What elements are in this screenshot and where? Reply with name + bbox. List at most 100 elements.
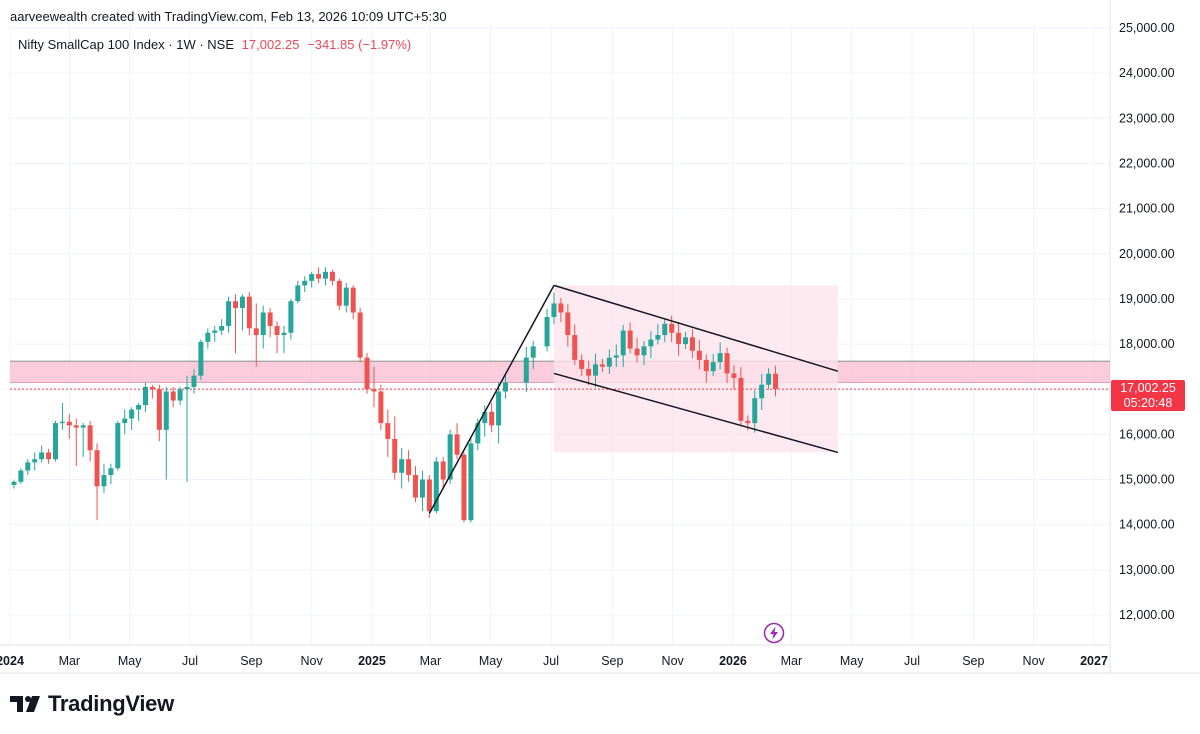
candle-body bbox=[177, 389, 183, 401]
candle-body bbox=[329, 271, 335, 281]
last-price-value: 17,002.25 bbox=[241, 37, 300, 52]
candle-body bbox=[253, 328, 259, 336]
price-tick-label: 21,000.00 bbox=[1119, 202, 1175, 216]
candle-body bbox=[226, 301, 232, 327]
candle-body bbox=[551, 303, 557, 317]
candle-body bbox=[136, 405, 142, 410]
candle-body bbox=[115, 423, 121, 469]
candle-body bbox=[468, 443, 474, 521]
candle-body bbox=[302, 280, 308, 286]
candle-body bbox=[710, 362, 716, 372]
time-tick-label: Jul bbox=[543, 654, 559, 668]
candle-body bbox=[565, 312, 571, 336]
candle-body bbox=[378, 391, 384, 424]
last-price-label: 17,002.25 05:20:48 bbox=[1111, 380, 1185, 411]
candle-body bbox=[440, 461, 446, 480]
candle-body bbox=[433, 461, 439, 512]
candle-body bbox=[323, 271, 329, 279]
bar-countdown: 05:20:48 bbox=[1123, 396, 1173, 410]
time-tick-label: Mar bbox=[781, 654, 803, 668]
candle-body bbox=[239, 296, 245, 308]
candles-layer bbox=[11, 267, 779, 523]
candle-body bbox=[503, 382, 509, 392]
candle-body bbox=[281, 332, 287, 336]
candle-body bbox=[39, 452, 45, 460]
price-axis[interactable]: 12,000.00 13,000.00 14,000.00 15,000.00 16,0… bbox=[1119, 21, 1175, 622]
candle-body bbox=[267, 312, 273, 327]
candle-body bbox=[406, 459, 412, 476]
candle-body bbox=[593, 364, 599, 376]
candle-body bbox=[87, 425, 93, 451]
candle-body bbox=[219, 326, 225, 331]
candle-body bbox=[641, 346, 647, 356]
candle-body bbox=[676, 332, 682, 345]
candle-body bbox=[447, 434, 453, 480]
candle-body bbox=[122, 418, 128, 424]
candle-body bbox=[25, 462, 31, 471]
time-tick-label: Nov bbox=[662, 654, 685, 668]
candle-body bbox=[696, 350, 702, 360]
candle-body bbox=[655, 335, 661, 340]
time-tick-label: Sep bbox=[601, 654, 623, 668]
time-tick-label: 2025 bbox=[358, 654, 386, 668]
candle-body bbox=[149, 386, 155, 390]
candle-body bbox=[73, 425, 79, 428]
price-tick-label: 16,000.00 bbox=[1119, 427, 1175, 441]
candle-body bbox=[260, 312, 266, 336]
candle-body bbox=[419, 479, 425, 498]
candle-body bbox=[212, 330, 218, 333]
candle-body bbox=[385, 423, 391, 439]
time-tick-label: Jul bbox=[904, 654, 920, 668]
time-tick-label: Nov bbox=[1023, 654, 1046, 668]
candle-body bbox=[717, 353, 723, 363]
candle-body bbox=[399, 459, 405, 473]
candle-body bbox=[46, 452, 52, 460]
candle-body bbox=[606, 357, 612, 367]
last-price-tag-value: 17,002.25 bbox=[1120, 381, 1176, 395]
price-tick-label: 25,000.00 bbox=[1119, 21, 1175, 35]
lightning-bolt-icon[interactable] bbox=[763, 622, 785, 644]
candle-body bbox=[475, 423, 481, 444]
candle-body bbox=[530, 346, 536, 358]
candle-body bbox=[773, 373, 779, 390]
candle-body bbox=[579, 359, 585, 369]
channel-lower-line bbox=[553, 372, 839, 454]
candle-body bbox=[662, 323, 668, 336]
time-tick-label: Mar bbox=[420, 654, 442, 668]
candle-body bbox=[371, 389, 377, 392]
candle-body bbox=[336, 280, 342, 306]
channel-upper-line bbox=[553, 284, 839, 372]
candle-body bbox=[94, 450, 100, 487]
candle-body bbox=[184, 386, 190, 390]
candle-body bbox=[170, 391, 176, 401]
trendlines-layer bbox=[428, 284, 839, 514]
candle-body bbox=[731, 373, 737, 378]
candle-body bbox=[558, 303, 564, 313]
price-tick-label: 15,000.00 bbox=[1119, 473, 1175, 487]
candle-body bbox=[288, 301, 294, 333]
candle-body bbox=[66, 421, 72, 426]
time-tick-label: 2026 bbox=[719, 654, 747, 668]
time-tick-label: 2024 bbox=[0, 654, 24, 668]
candle-body bbox=[108, 468, 114, 476]
candle-body bbox=[143, 386, 148, 406]
price-tick-label: 20,000.00 bbox=[1119, 247, 1175, 261]
tradingview-brand[interactable]: TradingView bbox=[10, 691, 174, 717]
time-axis[interactable]: 2024 Mar May Jul Sep Nov 2025 Mar May Jul Sep Nov 20… bbox=[0, 654, 1108, 668]
candle-body bbox=[683, 337, 689, 345]
time-tick-label: Jul bbox=[182, 654, 198, 668]
candle-body bbox=[586, 368, 592, 376]
candle-body bbox=[350, 287, 356, 313]
candle-body bbox=[101, 475, 107, 487]
symbol-legend[interactable]: Nifty SmallCap 100 Index · 1W · NSE 17,0… bbox=[18, 37, 411, 52]
candle-body bbox=[343, 287, 349, 306]
candle-body bbox=[11, 481, 17, 485]
candle-body bbox=[357, 312, 363, 358]
candle-body bbox=[620, 330, 626, 356]
candle-body bbox=[129, 409, 135, 419]
time-tick-label: Sep bbox=[962, 654, 984, 668]
candle-body bbox=[523, 357, 529, 383]
candle-body bbox=[544, 316, 550, 347]
brand-name: TradingView bbox=[48, 691, 174, 716]
